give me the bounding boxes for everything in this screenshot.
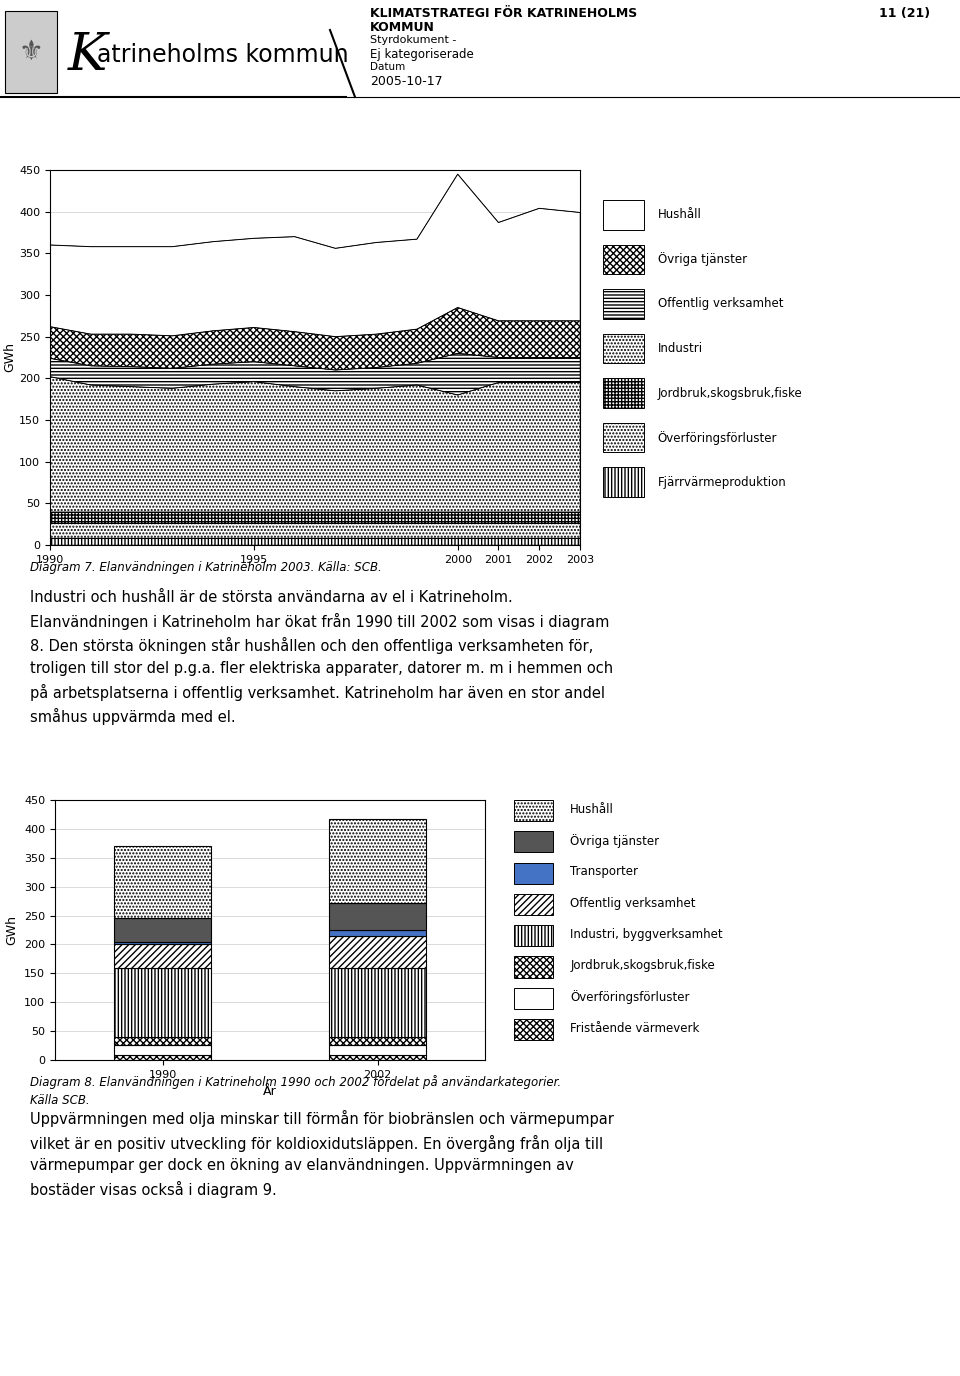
Text: Jordbruk,skogsbruk,fiske: Jordbruk,skogsbruk,fiske (658, 387, 803, 399)
Text: Överföringsförluster: Överföringsförluster (570, 989, 689, 1004)
Bar (329, 967, 426, 1038)
Text: Offentlig verksamhet: Offentlig verksamhet (658, 297, 783, 311)
FancyBboxPatch shape (515, 1018, 553, 1040)
Text: Datum: Datum (370, 62, 405, 72)
Bar (114, 944, 211, 967)
Bar (329, 819, 426, 903)
Text: Övriga tjänster: Övriga tjänster (570, 834, 660, 848)
Text: 2005-10-17: 2005-10-17 (370, 76, 443, 88)
Y-axis label: GWh: GWh (4, 343, 16, 373)
Text: K: K (68, 30, 108, 81)
Text: Övriga tjänster: Övriga tjänster (658, 252, 747, 267)
FancyBboxPatch shape (515, 831, 553, 853)
Bar (114, 918, 211, 941)
Text: Hushåll: Hushåll (570, 802, 614, 816)
Text: Industri och hushåll är de största användarna av el i Katrineholm.
Elanvändninge: Industri och hushåll är de största använ… (30, 590, 613, 725)
Bar (114, 1044, 211, 1055)
Text: KOMMUN: KOMMUN (370, 21, 435, 34)
Text: 11 (21): 11 (21) (878, 7, 930, 21)
Bar (114, 941, 211, 944)
FancyBboxPatch shape (515, 799, 553, 821)
Text: Fristående värmeverk: Fristående värmeverk (570, 1021, 700, 1035)
FancyBboxPatch shape (604, 422, 644, 453)
Text: Källa SCB.: Källa SCB. (30, 1094, 89, 1108)
Text: Överföringsförluster: Överföringsförluster (658, 431, 778, 444)
Bar (114, 846, 211, 918)
FancyBboxPatch shape (604, 333, 644, 363)
Bar (114, 1055, 211, 1060)
Text: Styrdokument -: Styrdokument - (370, 34, 456, 45)
FancyBboxPatch shape (515, 894, 553, 915)
FancyBboxPatch shape (604, 468, 644, 497)
Bar (329, 1055, 426, 1060)
Text: Industri, byggverksamhet: Industri, byggverksamhet (570, 927, 723, 941)
Bar (329, 903, 426, 930)
Text: Industri: Industri (658, 343, 703, 355)
Bar (329, 930, 426, 936)
FancyBboxPatch shape (604, 200, 644, 230)
Text: Diagram 7. Elanvändningen i Katrineholm 2003. Källa: SCB.: Diagram 7. Elanvändningen i Katrineholm … (30, 561, 382, 574)
FancyBboxPatch shape (515, 956, 553, 977)
FancyBboxPatch shape (604, 245, 644, 274)
Text: Ej kategoriserade: Ej kategoriserade (370, 48, 473, 61)
Bar (5, 11, 57, 94)
FancyBboxPatch shape (604, 378, 644, 407)
X-axis label: År: År (263, 1086, 276, 1098)
Y-axis label: GWh: GWh (6, 915, 18, 945)
FancyBboxPatch shape (515, 988, 553, 1009)
Text: Hushåll: Hushåll (658, 208, 702, 222)
Text: Jordbruk,skogsbruk,fiske: Jordbruk,skogsbruk,fiske (570, 959, 715, 971)
Text: Diagram 8. Elanvändningen i Katrineholm 1990 och 2002 fördelat på användarkatego: Diagram 8. Elanvändningen i Katrineholm … (30, 1075, 562, 1088)
FancyBboxPatch shape (604, 289, 644, 319)
Bar (114, 967, 211, 1038)
Text: Transporter: Transporter (570, 866, 638, 878)
Text: ⚜: ⚜ (18, 39, 43, 66)
Bar (329, 936, 426, 967)
Text: Fjärrvärmeproduktion: Fjärrvärmeproduktion (658, 476, 786, 488)
Bar (329, 1044, 426, 1055)
Text: Uppvärmningen med olja minskar till förmån för biobränslen och värmepumpar
vilke: Uppvärmningen med olja minskar till förm… (30, 1110, 613, 1198)
FancyBboxPatch shape (515, 925, 553, 947)
Bar (114, 1038, 211, 1044)
Bar (329, 1038, 426, 1044)
Text: atrineholms kommun: atrineholms kommun (97, 43, 348, 67)
Text: KLIMATSTRATEGI FÖR KATRINEHOLMS: KLIMATSTRATEGI FÖR KATRINEHOLMS (370, 7, 637, 21)
FancyBboxPatch shape (515, 863, 553, 883)
Text: Offentlig verksamhet: Offentlig verksamhet (570, 897, 696, 910)
